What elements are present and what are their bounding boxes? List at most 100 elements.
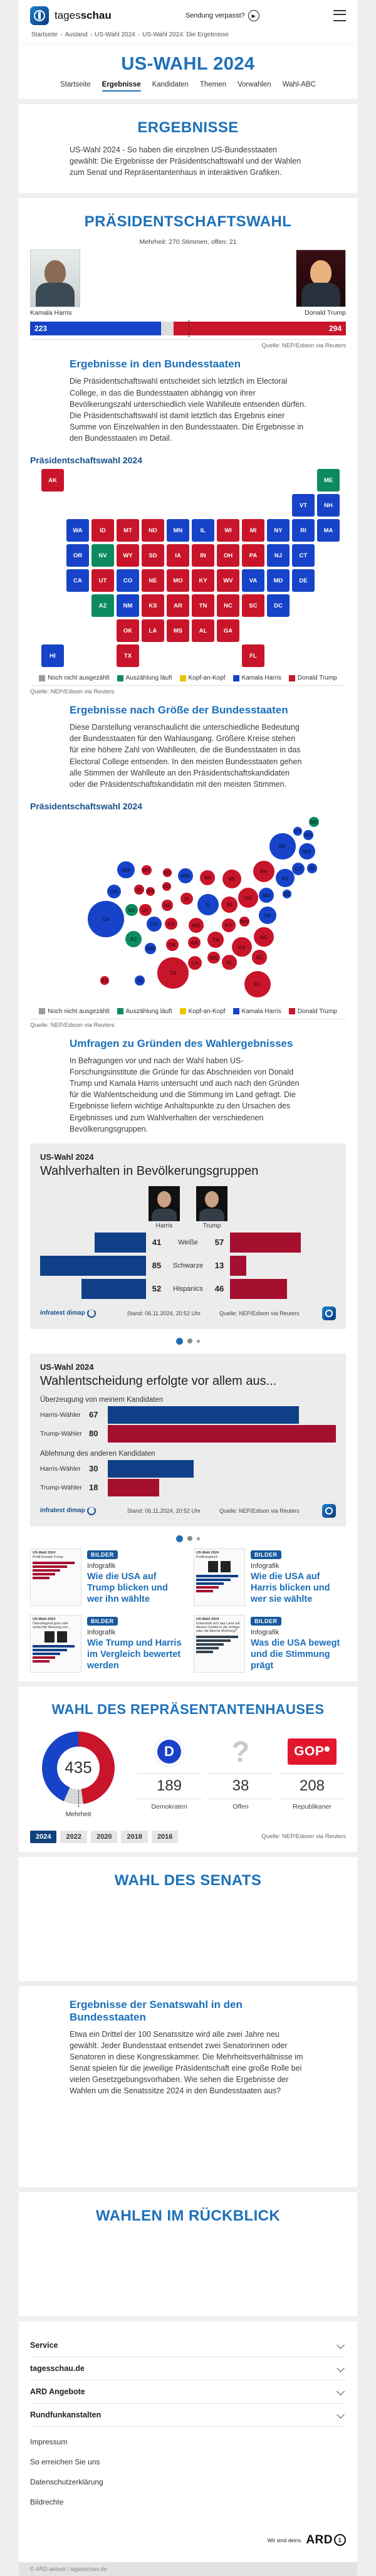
state-tile-HI[interactable]: HI: [41, 644, 64, 668]
year-button-2018[interactable]: 2018: [121, 1830, 148, 1843]
state-tile-DC[interactable]: DC: [267, 594, 290, 618]
carousel-dot-2[interactable]: [187, 1338, 192, 1344]
state-bubble-ME[interactable]: ME: [309, 817, 319, 827]
state-bubble-NH[interactable]: NH: [303, 830, 313, 840]
state-tile-MD[interactable]: MD: [267, 569, 290, 592]
state-bubble-OH[interactable]: OH: [238, 887, 259, 908]
state-bubble-WV[interactable]: WV: [239, 917, 249, 927]
state-bubble-KS[interactable]: KS: [165, 918, 177, 930]
state-tile-IL[interactable]: IL: [192, 519, 214, 542]
breadcrumb-item[interactable]: Startseite: [31, 31, 58, 38]
state-bubble-AK[interactable]: AK: [100, 976, 109, 985]
state-tile-NY[interactable]: NY: [267, 519, 290, 542]
state-tile-AR[interactable]: AR: [167, 594, 189, 618]
state-tile-RI[interactable]: RI: [292, 519, 315, 542]
breadcrumb-item[interactable]: Ausland: [65, 31, 88, 38]
teaser-card[interactable]: US-Wahl 2024 Entwickelt sich das Land auf…: [194, 1614, 346, 1673]
state-tile-WY[interactable]: WY: [117, 544, 139, 567]
state-bubble-CA[interactable]: CA: [88, 901, 124, 937]
state-bubble-PA[interactable]: PA: [253, 860, 274, 882]
state-bubble-KY[interactable]: KY: [221, 918, 236, 932]
state-tile-NV[interactable]: NV: [91, 544, 114, 567]
teaser-title[interactable]: Wie die USA auf Harris blicken und wer s…: [251, 1571, 330, 1604]
state-tile-PA[interactable]: PA: [242, 544, 264, 567]
state-tile-VT[interactable]: VT: [292, 494, 315, 517]
footer-link[interactable]: So erreichen Sie uns: [30, 2457, 100, 2466]
state-tile-SC[interactable]: SC: [242, 594, 264, 618]
state-bubble-DE[interactable]: DE: [283, 890, 291, 898]
state-bubble-WY[interactable]: WY: [146, 887, 155, 896]
carousel-dot-3[interactable]: [197, 1537, 200, 1540]
tab-themen[interactable]: Themen: [199, 81, 226, 88]
missed-show-link[interactable]: Sendung verpasst? ▶: [185, 10, 259, 21]
electoral-votes-cartogram[interactable]: ME VT NH NY MA WA MT ND MN WI MI PA NJ CT RI OR ID WY SD IA…: [30, 815, 346, 1003]
hamburger-menu-icon[interactable]: [333, 10, 346, 21]
state-bubble-MN[interactable]: MN: [177, 868, 194, 884]
play-icon[interactable]: ▶: [248, 10, 259, 21]
state-bubble-WI[interactable]: WI: [199, 870, 216, 886]
state-tile-MT[interactable]: MT: [117, 519, 139, 542]
state-tile-GA[interactable]: GA: [217, 619, 239, 643]
teaser-card[interactable]: US-Wahl 2024 Profil Donald Trump BILDER Inf…: [30, 1548, 182, 1606]
carousel-dots[interactable]: [30, 1337, 346, 1345]
state-tile-NJ[interactable]: NJ: [267, 544, 290, 567]
state-tile-WA[interactable]: WA: [66, 519, 89, 542]
state-tile-DE[interactable]: DE: [292, 569, 315, 592]
state-tile-NM[interactable]: NM: [117, 594, 139, 618]
state-bubble-OK[interactable]: OK: [165, 938, 179, 952]
footer-link[interactable]: Impressum: [30, 2437, 68, 2446]
tab-wahl-abc[interactable]: Wahl-ABC: [282, 81, 316, 88]
state-tile-MO[interactable]: MO: [167, 569, 189, 592]
state-tile-MA[interactable]: MA: [317, 519, 340, 542]
state-bubble-CT[interactable]: CT: [291, 862, 305, 876]
state-bubble-MO[interactable]: MO: [188, 917, 204, 933]
state-bubble-MA[interactable]: MA: [299, 843, 315, 860]
state-tile-ND[interactable]: ND: [142, 519, 164, 542]
state-bubble-LA[interactable]: LA: [187, 955, 202, 970]
senate-states-title[interactable]: Ergebnisse der Senatswahl in den Bundess…: [70, 1998, 243, 2023]
state-tile-WI[interactable]: WI: [217, 519, 239, 542]
state-tile-CO[interactable]: CO: [117, 569, 139, 592]
state-bubble-GA[interactable]: GA: [232, 937, 252, 957]
state-bubble-IA[interactable]: IA: [180, 893, 193, 905]
teaser-card[interactable]: US-Wahl 2024 Überwiegend gute oder schlec…: [30, 1614, 182, 1673]
footer-accordion-ard-angebote[interactable]: ARD Angebote: [30, 2380, 346, 2404]
state-bubble-SC[interactable]: SC: [252, 950, 267, 965]
state-tile-FL[interactable]: FL: [242, 644, 264, 668]
state-tile-LA[interactable]: LA: [142, 619, 164, 643]
state-bubble-NC[interactable]: NC: [254, 927, 274, 947]
footer-link[interactable]: Datenschutzerklärung: [30, 2477, 103, 2486]
state-tile-NC[interactable]: NC: [217, 594, 239, 618]
breadcrumb-item[interactable]: US-Wahl 2024: [95, 31, 135, 38]
state-bubble-RI[interactable]: RI: [307, 863, 317, 873]
state-tile-ME[interactable]: ME: [317, 469, 340, 492]
state-tile-AL[interactable]: AL: [192, 619, 214, 643]
state-tile-TN[interactable]: TN: [192, 594, 214, 618]
year-button-2016[interactable]: 2016: [151, 1830, 179, 1843]
state-bubble-AR[interactable]: AR: [188, 937, 201, 949]
surveys-section-title[interactable]: Umfragen zu Gründen des Wahlergebnisses: [70, 1037, 293, 1049]
state-bubble-ID[interactable]: ID: [134, 885, 144, 895]
state-bubble-NY[interactable]: NY: [269, 833, 296, 860]
teaser-card[interactable]: US-Wahl 2024 Profilvergleich BILDER Infogra…: [194, 1548, 346, 1606]
state-tile-KS[interactable]: KS: [142, 594, 164, 618]
state-tile-OR[interactable]: OR: [66, 544, 89, 567]
state-tile-NH[interactable]: NH: [317, 494, 340, 517]
cartogram-section-title[interactable]: Ergebnisse nach Größe der Bundesstaaten: [70, 704, 288, 717]
state-bubble-MI[interactable]: MI: [222, 869, 242, 888]
state-bubble-VT[interactable]: VT: [293, 827, 302, 836]
footer-accordion-service[interactable]: Service: [30, 2334, 346, 2357]
state-bubble-MD[interactable]: MD: [258, 887, 274, 903]
teaser-title[interactable]: Was die USA bewegt und die Stimmung präg…: [251, 1638, 340, 1671]
tab-kandidaten[interactable]: Kandidaten: [152, 81, 189, 88]
carousel-dot-3[interactable]: [197, 1339, 200, 1343]
state-tile-IA[interactable]: IA: [167, 544, 189, 567]
state-bubble-NE[interactable]: NE: [162, 900, 173, 911]
state-tile-OH[interactable]: OH: [217, 544, 239, 567]
tab-ergebnisse[interactable]: Ergebnisse: [102, 81, 141, 92]
state-tile-CA[interactable]: CA: [66, 569, 89, 592]
state-bubble-TN[interactable]: TN: [207, 931, 224, 948]
state-bubble-AL[interactable]: AL: [222, 955, 237, 970]
state-bubble-VA[interactable]: VA: [258, 906, 277, 924]
state-tile-MS[interactable]: MS: [167, 619, 189, 643]
